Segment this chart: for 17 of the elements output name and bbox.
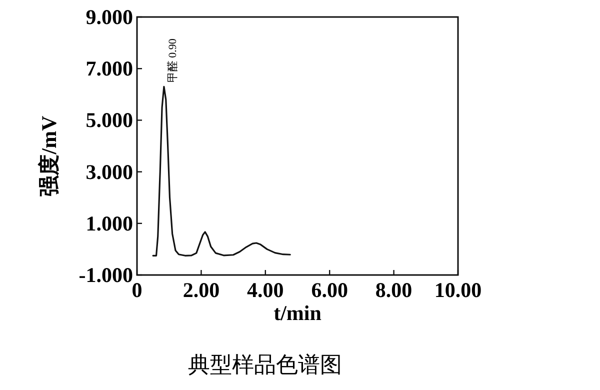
text: 典型样品色谱图 (188, 352, 342, 377)
x-tick-label: 8.00 (375, 278, 412, 302)
y-tick-label: 1.000 (86, 211, 133, 236)
annotation: 甲醛 0.90 (166, 38, 179, 83)
y-axis-title: 强度/mV (37, 116, 61, 196)
x-tick-label: 2.00 (182, 278, 220, 302)
line-series (152, 86, 291, 256)
x-tick-label: 0 (132, 278, 142, 302)
x-tick-label: 6.00 (311, 278, 348, 302)
x-axis-title: t/min (274, 301, 322, 325)
y-tick-label: 5.000 (86, 108, 133, 132)
y-tick-label: 7.000 (86, 56, 133, 81)
x-tick-label: 10.00 (434, 278, 482, 302)
y-tick-label: -1.000 (78, 263, 133, 287)
y-tick-label: 9.000 (86, 5, 133, 29)
y-tick-label: 3.000 (86, 160, 133, 184)
x-tick-label: 4.00 (247, 278, 284, 302)
